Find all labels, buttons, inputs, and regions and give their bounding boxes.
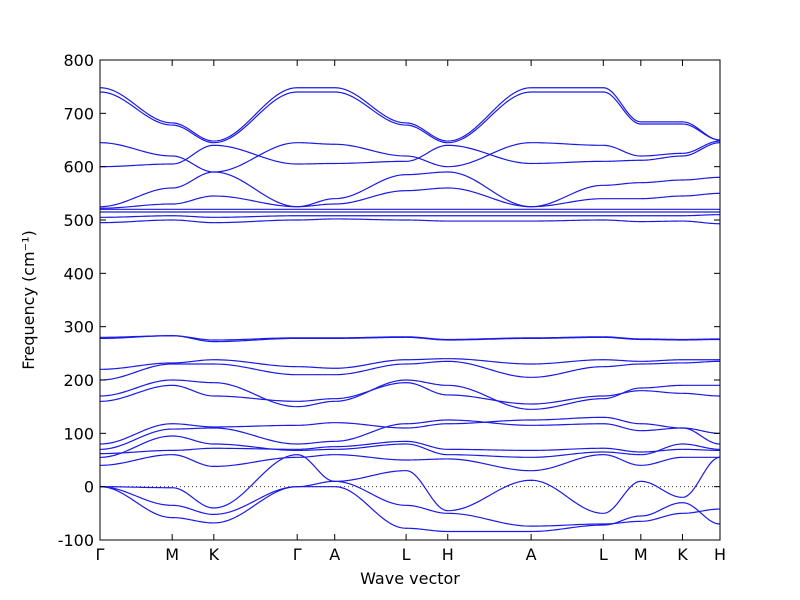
band-line-23	[100, 91, 720, 144]
band-line-12	[100, 358, 720, 370]
band-line-8	[100, 416, 720, 445]
y-tick-label: 100	[63, 424, 94, 443]
band-line-15	[100, 218, 720, 225]
y-tick-label: 200	[63, 371, 94, 390]
x-tick-label: L	[599, 545, 608, 564]
y-tick-label: 300	[63, 318, 94, 337]
band-line-6	[100, 440, 720, 455]
band-line-5	[100, 435, 720, 458]
band-line-7	[100, 419, 720, 450]
x-axis-label: Wave vector	[360, 569, 460, 588]
x-tick-label: H	[442, 545, 454, 564]
band-line-3	[100, 454, 720, 514]
x-tick-label: L	[402, 545, 411, 564]
x-tick-label: Γ	[96, 545, 105, 564]
band-line-20	[100, 171, 720, 208]
band-line-16	[100, 214, 720, 218]
x-tick-label: H	[714, 545, 726, 564]
plot-area	[100, 87, 720, 533]
y-tick-label: 700	[63, 104, 94, 123]
band-line-21	[100, 142, 720, 168]
y-tick-label: 0	[84, 478, 94, 497]
band-line-19	[100, 187, 720, 209]
band-line-14	[100, 335, 720, 341]
x-tick-label: A	[526, 545, 537, 564]
y-tick-label: -100	[58, 531, 94, 550]
band-line-9	[100, 382, 720, 405]
x-tick-label: M	[634, 545, 648, 564]
x-tick-label: A	[329, 545, 340, 564]
band-line-2	[100, 480, 720, 527]
y-tick-label: 600	[63, 158, 94, 177]
x-tick-label: K	[677, 545, 688, 564]
band-line-1	[100, 486, 720, 533]
band-line-22	[100, 140, 720, 173]
band-line-4	[100, 454, 720, 472]
y-tick-label: 400	[63, 264, 94, 283]
band-line-24	[100, 87, 720, 142]
x-tick-label: M	[165, 545, 179, 564]
plot-frame	[99, 59, 721, 541]
band-line-11	[100, 360, 720, 381]
band-line-10	[100, 379, 720, 410]
x-tick-label: K	[209, 545, 220, 564]
x-tick-label: Γ	[293, 545, 302, 564]
y-tick-label: 800	[63, 51, 94, 70]
y-axis-label: Frequency (cm⁻¹)	[19, 230, 38, 369]
y-tick-label: 500	[63, 211, 94, 230]
axes: -100 0 100 200 300 400 500 600 700 800 Γ M K Γ A L H A L M K…	[58, 51, 726, 564]
